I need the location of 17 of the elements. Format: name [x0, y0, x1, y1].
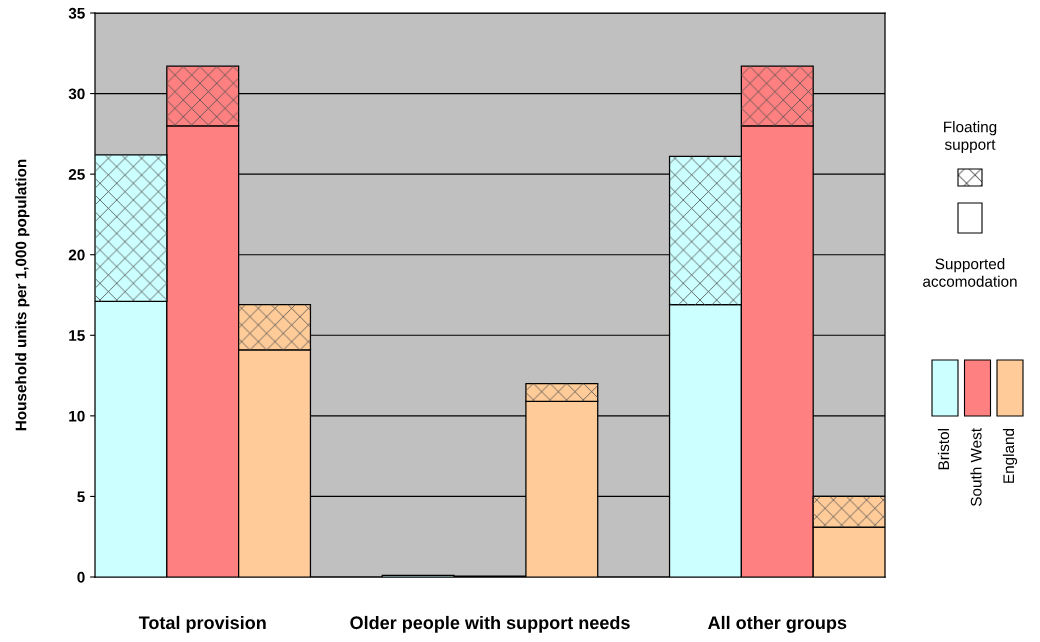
y-tick-label: 10 [69, 410, 85, 422]
y-tick-label: 35 [68, 7, 85, 19]
y-tick-label: 5 [77, 491, 85, 503]
text: Bristol [937, 429, 950, 470]
y-tick-label: 15 [69, 330, 85, 341]
y-tick-label: 0 [77, 571, 85, 583]
y-tick-label: 30 [68, 88, 85, 100]
text: Supported accomodation [923, 258, 1017, 287]
x-tick-label: Older people with support needs [350, 615, 630, 633]
text: South West [970, 428, 982, 507]
x-tick-label: Total provision [138, 615, 266, 633]
y-tick-label: 20 [68, 249, 85, 261]
y-tick-label: 25 [68, 169, 85, 180]
text: England [1002, 428, 1018, 483]
text: Floating support [944, 121, 997, 153]
x-tick-label: All other groups [708, 615, 847, 633]
y-axis-title: Household units per 1,000 population [15, 159, 30, 431]
